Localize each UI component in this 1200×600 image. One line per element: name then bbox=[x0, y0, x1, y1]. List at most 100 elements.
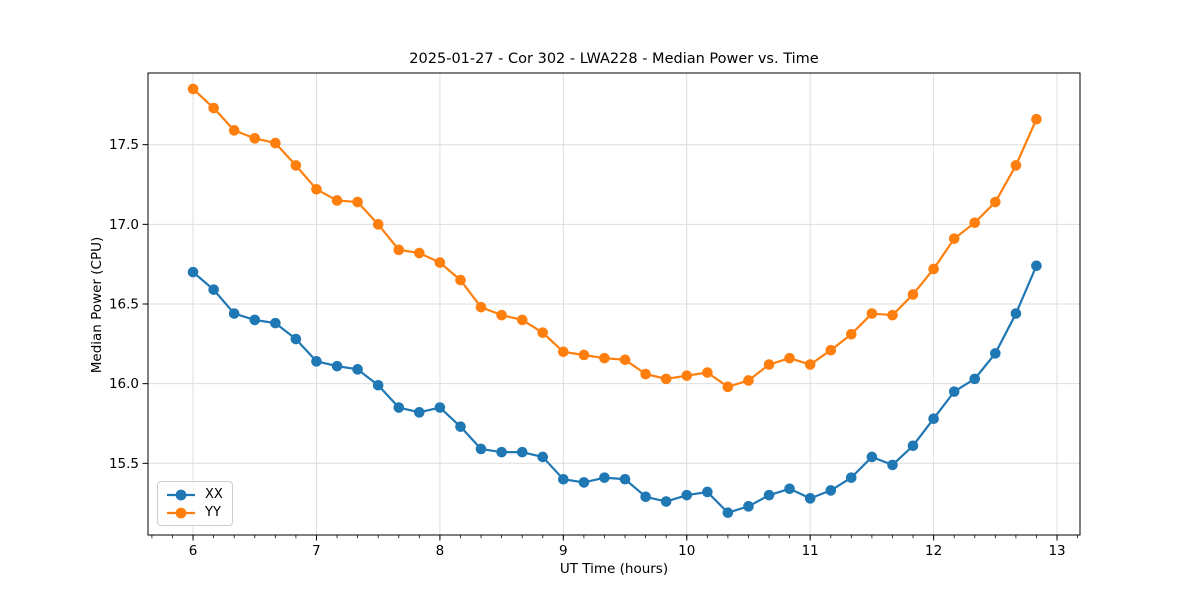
data-point-yy bbox=[208, 102, 219, 114]
data-point-yy bbox=[331, 195, 343, 206]
data-point-yy bbox=[619, 354, 631, 366]
legend: XX YY bbox=[157, 481, 233, 526]
data-point-yy bbox=[434, 257, 446, 268]
data-point-yy bbox=[228, 125, 240, 136]
legend-marker-xx-icon bbox=[167, 489, 195, 500]
data-point-xx bbox=[558, 473, 569, 485]
data-point-xx bbox=[619, 473, 631, 485]
data-point-yy bbox=[270, 137, 281, 149]
data-point-yy bbox=[496, 309, 507, 321]
data-point-yy bbox=[640, 368, 651, 380]
data-point-yy bbox=[948, 233, 960, 244]
data-point-yy bbox=[516, 314, 528, 326]
x-tick-label: 10 bbox=[678, 543, 695, 559]
data-point-yy bbox=[907, 289, 919, 300]
data-point-xx bbox=[640, 491, 651, 503]
x-tick-label: 8 bbox=[436, 543, 445, 559]
data-point-xx bbox=[825, 485, 837, 496]
data-point-yy bbox=[1010, 160, 1022, 171]
data-point-xx bbox=[331, 360, 343, 372]
data-point-yy bbox=[578, 349, 590, 361]
data-point-yy bbox=[722, 381, 734, 393]
data-point-yy bbox=[825, 344, 837, 356]
data-point-xx bbox=[660, 496, 672, 507]
data-point-yy bbox=[763, 359, 775, 370]
data-point-xx bbox=[969, 373, 981, 385]
y-axis-label: Median Power (CPU) bbox=[89, 236, 105, 374]
data-point-xx bbox=[475, 443, 487, 455]
chart-title: 2025-01-27 - Cor 302 - LWA228 - Median P… bbox=[409, 51, 819, 67]
data-point-xx bbox=[578, 477, 590, 488]
data-point-yy bbox=[413, 247, 425, 259]
data-point-xx bbox=[413, 407, 425, 418]
legend-item-xx: XX bbox=[165, 487, 223, 502]
data-point-xx bbox=[845, 472, 857, 483]
data-point-yy bbox=[558, 346, 569, 358]
data-point-xx bbox=[393, 402, 405, 413]
data-point-yy bbox=[475, 301, 487, 313]
data-point-xx bbox=[434, 402, 446, 413]
data-point-xx bbox=[249, 314, 261, 326]
data-point-xx bbox=[516, 446, 528, 458]
x-tick-label: 13 bbox=[1048, 543, 1065, 559]
data-point-yy bbox=[352, 196, 363, 208]
x-axis-label: UT Time (hours) bbox=[559, 561, 669, 577]
data-point-yy bbox=[1031, 113, 1042, 125]
legend-label-xx: XX bbox=[205, 487, 223, 502]
x-tick-label: 6 bbox=[189, 543, 198, 559]
x-tick-label: 9 bbox=[559, 543, 568, 559]
data-point-xx bbox=[743, 501, 754, 512]
data-point-yy bbox=[866, 308, 878, 319]
x-tick-label: 7 bbox=[312, 543, 321, 559]
data-point-xx bbox=[455, 421, 466, 432]
data-point-yy bbox=[455, 274, 466, 286]
data-point-xx bbox=[270, 317, 281, 329]
data-point-yy bbox=[928, 263, 939, 275]
data-point-yy bbox=[702, 367, 713, 378]
y-tick-label: 16.0 bbox=[109, 376, 139, 392]
data-point-xx bbox=[866, 451, 878, 463]
data-point-xx bbox=[887, 459, 898, 471]
data-point-xx bbox=[372, 379, 384, 391]
x-tick-label: 11 bbox=[802, 543, 819, 559]
data-point-xx bbox=[228, 308, 240, 319]
data-point-xx bbox=[763, 489, 775, 501]
data-point-yy bbox=[311, 183, 322, 195]
data-point-xx bbox=[722, 507, 734, 518]
series-line-xx bbox=[192, 265, 1038, 514]
legend-marker-yy-icon bbox=[167, 507, 195, 518]
y-tick-label: 15.5 bbox=[109, 456, 139, 472]
data-point-yy bbox=[599, 352, 610, 364]
data-point-xx bbox=[311, 356, 322, 367]
data-point-yy bbox=[887, 309, 898, 321]
data-point-xx bbox=[907, 440, 919, 452]
data-point-xx bbox=[784, 483, 795, 495]
data-point-xx bbox=[702, 486, 713, 498]
data-point-yy bbox=[393, 244, 405, 256]
y-tick-label: 17.0 bbox=[109, 217, 139, 233]
data-point-xx bbox=[948, 386, 960, 397]
x-tick-label: 12 bbox=[925, 543, 942, 559]
data-point-xx bbox=[290, 333, 302, 345]
data-point-yy bbox=[784, 352, 795, 364]
data-point-xx bbox=[1010, 308, 1022, 319]
y-tick-label: 16.5 bbox=[109, 297, 139, 313]
series-line-yy bbox=[192, 88, 1038, 388]
data-point-xx bbox=[187, 266, 199, 278]
legend-item-yy: YY bbox=[165, 505, 223, 520]
legend-label-yy: YY bbox=[205, 505, 221, 520]
data-point-yy bbox=[187, 83, 199, 95]
data-point-yy bbox=[372, 219, 384, 230]
data-point-yy bbox=[845, 328, 857, 340]
data-point-yy bbox=[660, 373, 672, 385]
data-point-yy bbox=[290, 160, 302, 171]
data-point-xx bbox=[1031, 260, 1042, 272]
data-point-xx bbox=[352, 364, 363, 375]
data-point-yy bbox=[681, 370, 693, 381]
data-point-xx bbox=[990, 348, 1001, 359]
data-point-xx bbox=[537, 451, 549, 463]
data-point-yy bbox=[537, 327, 549, 338]
data-point-xx bbox=[681, 489, 693, 501]
